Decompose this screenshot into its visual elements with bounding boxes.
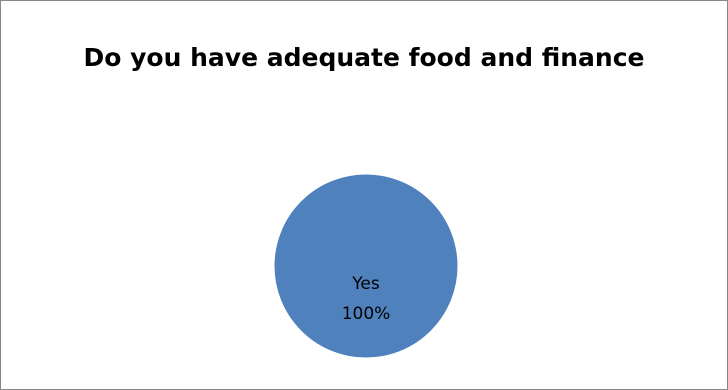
slice-label-category: Yes bbox=[351, 274, 380, 294]
slice-label-percent: 100% bbox=[342, 304, 391, 324]
chart-title: Do you have adequate food and finance bbox=[83, 43, 645, 72]
pie-slice-yes bbox=[273, 173, 459, 359]
